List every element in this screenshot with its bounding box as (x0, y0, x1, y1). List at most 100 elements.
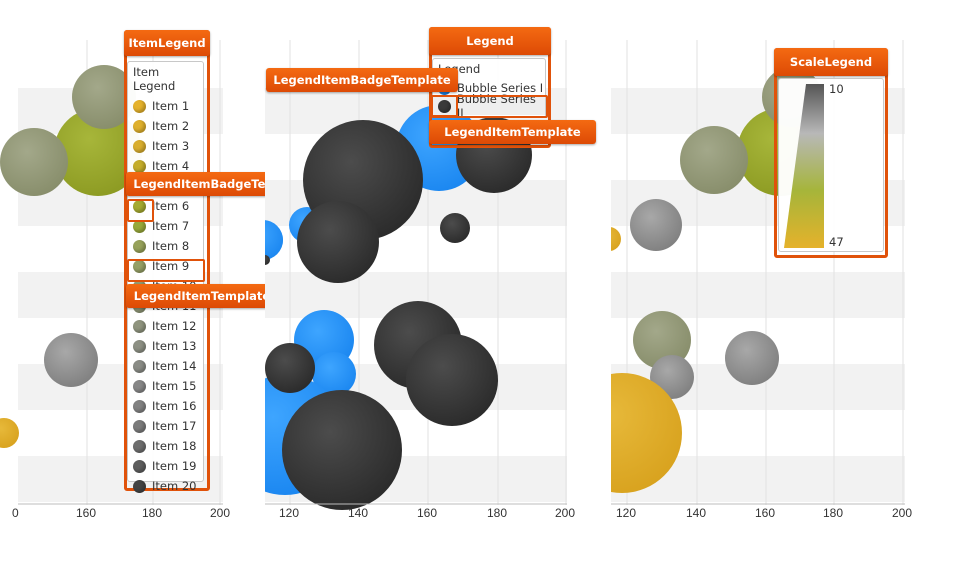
legend-item[interactable]: Item 3 (128, 136, 203, 156)
scale-legend-title: ScaleLegend (774, 48, 888, 76)
bubble-series-2 (406, 334, 498, 426)
series-badge-icon (438, 99, 451, 113)
bubble-series-2 (297, 201, 379, 283)
item-badge-icon (133, 359, 146, 373)
bubble (0, 128, 68, 196)
legend-item-label: Item 6 (152, 199, 190, 213)
bubble-series-2 (282, 390, 402, 510)
legend-item-label: Item 17 (152, 419, 197, 433)
x-tick: 120 (616, 506, 637, 520)
legend-item-label: Item 20 (152, 479, 197, 493)
bubble-series-1 (265, 220, 283, 260)
scale-min-label: 47 (829, 235, 844, 249)
item-badge-icon (133, 139, 146, 153)
legend-item-label: Item 16 (152, 399, 197, 413)
legend-item[interactable]: Item 19 (128, 456, 203, 476)
bubble (54, 108, 142, 196)
bubble-series-1 (312, 352, 356, 396)
x-tick: 160 (755, 506, 776, 520)
legend-item-label: Bubble Series I (457, 81, 544, 95)
legend-item-label: Item 13 (152, 339, 197, 353)
bubble-chart-2 (265, 40, 567, 510)
bubble (0, 418, 19, 448)
legend-item[interactable]: Item 18 (128, 436, 203, 456)
item-badge-icon (133, 419, 146, 433)
bubble (611, 373, 682, 493)
item-badge-icon (133, 439, 146, 453)
legend-item-label: Item 9 (152, 259, 190, 273)
legend-item-label: Item 12 (152, 319, 197, 333)
item-template-highlight (127, 259, 205, 282)
legend-item[interactable]: Item 16 (128, 396, 203, 416)
x-tick: 0 (12, 506, 19, 520)
badge-template-label: LegendItemBadgeTemplate (266, 68, 458, 92)
x-tick: 120 (279, 506, 300, 520)
bubble-series-2 (265, 343, 315, 393)
legend-item[interactable]: Item 4 (128, 156, 203, 176)
x-tick: 160 (76, 506, 97, 520)
legend-item[interactable]: Item 17 (128, 416, 203, 436)
legend-item[interactable]: Item 9 (128, 256, 203, 276)
item-badge-icon (133, 199, 146, 213)
item-badge-icon (133, 159, 146, 173)
legend-header: Item Legend (133, 65, 176, 93)
item-template-label: LegendItemTemplate (126, 284, 278, 308)
bubble-series-2 (265, 255, 270, 265)
legend-item[interactable]: Item 20 (128, 476, 203, 496)
badge-template-highlight (127, 199, 154, 222)
x-tick: 200 (210, 506, 231, 520)
item-template-label: LegendItemTemplate (429, 120, 596, 144)
x-tick: 180 (142, 506, 163, 520)
item-badge-icon (133, 319, 146, 333)
chart-panel-legend: 120 140 160 180 200 (265, 40, 575, 525)
legend-item[interactable]: Item 14 (128, 356, 203, 376)
legend-item[interactable]: Item 1 (128, 96, 203, 116)
legend-item-label: Item 7 (152, 219, 190, 233)
bubble (611, 227, 621, 251)
bubble (44, 333, 98, 387)
item-badge-icon (133, 219, 146, 233)
item-badge-icon (133, 239, 146, 253)
scale-max-label: 10 (829, 82, 844, 96)
bubble (725, 331, 779, 385)
legend-item-label: Item 8 (152, 239, 190, 253)
legend-item-label: Item 2 (152, 119, 190, 133)
x-tick: 200 (555, 506, 575, 520)
legend-title: Legend (429, 27, 551, 55)
x-tick: 160 (417, 506, 438, 520)
legend-item-label: Item 3 (152, 139, 190, 153)
item-badge-icon (133, 399, 146, 413)
bubble (680, 126, 748, 194)
item-badge-icon (133, 379, 146, 393)
legend-item-label: Item 1 (152, 99, 190, 113)
item-badge-icon (133, 99, 146, 113)
item-badge-icon (133, 339, 146, 353)
bubble (633, 311, 691, 369)
item-badge-icon (133, 119, 146, 133)
bubble-series-2 (440, 213, 470, 243)
bubble (72, 65, 136, 129)
item-badge-icon (133, 259, 146, 273)
color-scale-bar (784, 84, 824, 248)
legend-item-label: Item 15 (152, 379, 197, 393)
legend-item[interactable]: Item 12 (128, 316, 203, 336)
x-tick: 140 (686, 506, 707, 520)
legend-item[interactable]: Item 13 (128, 336, 203, 356)
item-template-highlight (431, 95, 548, 118)
legend-item[interactable]: Item 15 (128, 376, 203, 396)
x-tick: 200 (892, 506, 913, 520)
x-tick: 180 (823, 506, 844, 520)
item-badge-icon (133, 459, 146, 473)
bubble (630, 199, 682, 251)
item-legend-title: ItemLegend (124, 30, 210, 56)
legend-item[interactable]: Item 2 (128, 116, 203, 136)
legend-item-label: Item 4 (152, 159, 190, 173)
x-tick: 140 (348, 506, 369, 520)
legend-item[interactable]: Item 7 (128, 216, 203, 236)
legend-item[interactable]: Item 6 (128, 196, 203, 216)
legend-item-label: Item 19 (152, 459, 197, 473)
scale-legend: 10 47 (778, 78, 884, 252)
legend-item[interactable]: Item 8 (128, 236, 203, 256)
legend-item-label: Item 14 (152, 359, 197, 373)
legend-item-label: Item 18 (152, 439, 197, 453)
